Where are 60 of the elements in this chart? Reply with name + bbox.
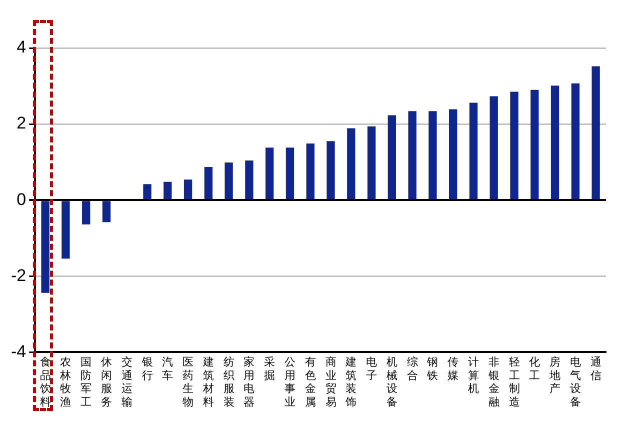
x-tick-label: 汽车 (162, 356, 174, 382)
bar (428, 111, 437, 200)
bar (245, 160, 254, 200)
bar (266, 148, 274, 200)
x-tick-label: 医药生物 (182, 356, 194, 408)
x-tick-label: 交通运输 (121, 356, 132, 408)
y-tick-label: 4 (16, 38, 26, 57)
x-tick-label: 采掘 (264, 356, 276, 382)
bar (224, 162, 233, 200)
bar (449, 109, 458, 200)
bar (326, 141, 335, 200)
bar (82, 201, 90, 224)
bar (41, 201, 50, 293)
x-tick-label: 农林牧渔 (59, 356, 72, 408)
x-tick-label: 非银金融 (487, 356, 500, 408)
y-tick-label: 0 (16, 190, 26, 209)
x-tick-label: 电子 (366, 356, 378, 382)
bar (510, 92, 518, 200)
bar (408, 111, 416, 200)
bar (367, 126, 376, 200)
bar (286, 148, 294, 200)
x-tick-label: 家用电器 (244, 356, 255, 408)
bar (143, 184, 152, 200)
x-tick-label: 休闲服务 (100, 356, 112, 408)
bar (469, 102, 478, 200)
bar (347, 128, 356, 200)
x-tick-label: 轻工制造 (508, 356, 520, 408)
x-tick-label: 国防军工 (80, 356, 92, 408)
x-tick-label: 电气设备 (570, 356, 581, 408)
bar (164, 182, 172, 200)
bar (550, 86, 560, 200)
x-tick-label: 机械设备 (386, 356, 398, 408)
y-tick-label: -2 (10, 266, 26, 285)
x-tick-label: 化工 (529, 356, 540, 382)
x-tick-label: 传媒 (448, 356, 459, 382)
bar (530, 90, 539, 200)
x-tick-label: 食品饮料 (38, 356, 51, 408)
bar (62, 201, 70, 259)
x-tick-label: 钢铁 (426, 356, 438, 382)
x-tick-label: 有色金属 (304, 356, 316, 408)
bar (102, 201, 111, 222)
x-tick-label: 纺织服装 (223, 356, 234, 408)
bar (571, 83, 580, 200)
x-tick-label: 商业贸易 (325, 356, 336, 408)
bar (388, 115, 396, 200)
bar (306, 143, 314, 200)
bar (204, 167, 212, 200)
x-tick-label: 建筑材料 (202, 356, 214, 408)
x-tick-label: 计算机 (468, 356, 479, 396)
x-tick-label: 建筑装饰 (344, 356, 357, 408)
x-tick-label: 银行 (140, 356, 153, 382)
bar (490, 96, 498, 200)
bar (592, 66, 600, 200)
x-tick-label: 公用事业 (284, 356, 296, 408)
y-tick-label: -4 (10, 342, 26, 361)
x-tick-label: 综合 (406, 356, 418, 382)
y-tick-label: 2 (16, 114, 26, 133)
x-tick-label: 房地产 (548, 356, 561, 396)
x-tick-label: 通信 (590, 356, 602, 382)
bar (184, 180, 192, 200)
